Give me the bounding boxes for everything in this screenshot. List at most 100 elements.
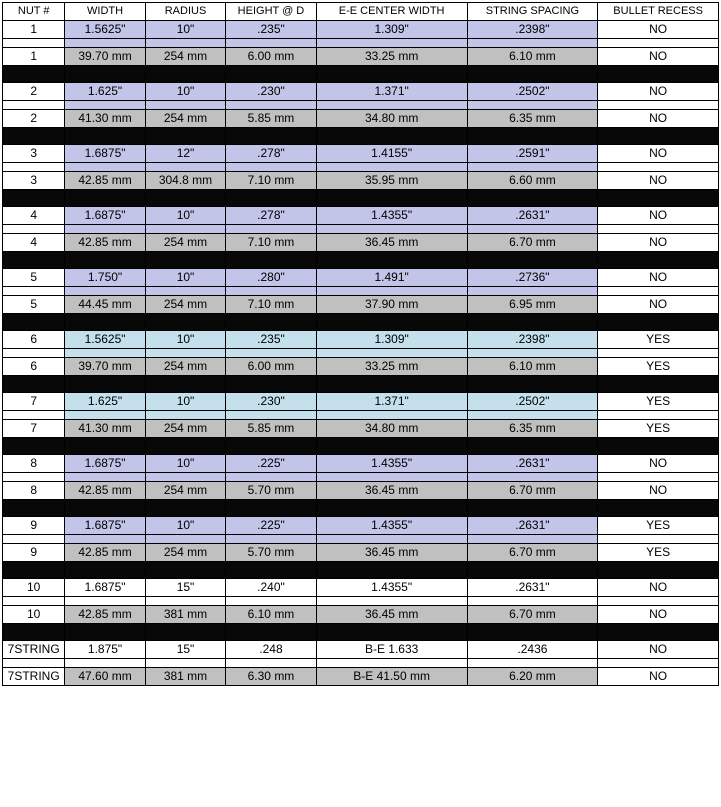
cell-ee: 1.491" [316,269,467,287]
separator-row [3,190,719,207]
cell-nut: 10 [3,579,65,597]
cell-bullet: NO [598,83,719,101]
table-row: 442.85 mm254 mm7.10 mm36.45 mm6.70 mmNO [3,234,719,252]
table-row: 11.5625"10".235"1.309".2398"NO [3,21,719,39]
cell-width: 44.45 mm [65,296,145,314]
cell-nut: 9 [3,544,65,562]
cell-radius: 12" [145,145,225,163]
nut-spec-table: NUT #WIDTHRADIUSHEIGHT @ DE-E CENTER WID… [2,2,719,686]
separator-row [3,314,719,331]
table-row: 31.6875"12".278"1.4155".2591"NO [3,145,719,163]
cell-width: 41.30 mm [65,110,145,128]
cell-bullet: NO [598,579,719,597]
spacer-row [3,597,719,606]
cell-radius: 254 mm [145,482,225,500]
table-row: 942.85 mm254 mm5.70 mm36.45 mm6.70 mmYES [3,544,719,562]
table-row: 21.625"10".230"1.371".2502"NO [3,83,719,101]
cell-string: 6.70 mm [467,544,598,562]
cell-string: 6.10 mm [467,358,598,376]
cell-ee: 37.90 mm [316,296,467,314]
cell-radius: 10" [145,331,225,349]
cell-nut: 7STRING [3,668,65,686]
cell-radius: 254 mm [145,544,225,562]
cell-nut: 1 [3,21,65,39]
cell-ee: 1.4355" [316,207,467,225]
table-row: 41.6875"10".278"1.4355".2631"NO [3,207,719,225]
cell-string: .2502" [467,393,598,411]
cell-nut: 5 [3,296,65,314]
cell-nut: 7 [3,420,65,438]
separator-row [3,376,719,393]
spacer-row [3,411,719,420]
col-header-string: STRING SPACING [467,3,598,21]
cell-width: 1.6875" [65,579,145,597]
cell-nut: 7 [3,393,65,411]
cell-radius: 381 mm [145,606,225,624]
separator-row [3,66,719,83]
cell-width: 1.6875" [65,455,145,473]
cell-width: 1.625" [65,393,145,411]
cell-string: .2502" [467,83,598,101]
cell-height: 5.70 mm [226,544,317,562]
cell-height: .235" [226,21,317,39]
cell-radius: 254 mm [145,48,225,66]
cell-nut: 1 [3,48,65,66]
cell-ee: 1.309" [316,21,467,39]
cell-height: 6.00 mm [226,48,317,66]
cell-height: .230" [226,393,317,411]
table-row: 81.6875"10".225"1.4355".2631"NO [3,455,719,473]
cell-radius: 15" [145,579,225,597]
spacer-row [3,101,719,110]
cell-ee: 35.95 mm [316,172,467,190]
cell-width: 42.85 mm [65,606,145,624]
cell-ee: 1.4155" [316,145,467,163]
cell-string: .2398" [467,21,598,39]
cell-string: 6.60 mm [467,172,598,190]
spacer-row [3,287,719,296]
cell-nut: 3 [3,145,65,163]
table-row: 7STRING1.875"15".248B-E 1.633.2436NO [3,641,719,659]
cell-radius: 10" [145,269,225,287]
spacer-row [3,659,719,668]
cell-width: 1.5625" [65,331,145,349]
cell-ee: 34.80 mm [316,110,467,128]
cell-nut: 9 [3,517,65,535]
cell-string: 6.35 mm [467,420,598,438]
cell-bullet: YES [598,517,719,535]
spacer-row [3,163,719,172]
cell-nut: 8 [3,455,65,473]
cell-height: 6.00 mm [226,358,317,376]
cell-ee: 1.371" [316,393,467,411]
cell-bullet: YES [598,544,719,562]
cell-height: .225" [226,455,317,473]
table-row: 342.85 mm304.8 mm7.10 mm35.95 mm6.60 mmN… [3,172,719,190]
cell-height: .248 [226,641,317,659]
cell-bullet: NO [598,207,719,225]
cell-height: .235" [226,331,317,349]
separator-row [3,252,719,269]
cell-string: .2631" [467,517,598,535]
spacer-row [3,535,719,544]
cell-nut: 4 [3,207,65,225]
table-row: 139.70 mm254 mm6.00 mm33.25 mm6.10 mmNO [3,48,719,66]
cell-string: .2631" [467,455,598,473]
cell-ee: B-E 1.633 [316,641,467,659]
cell-height: 5.85 mm [226,110,317,128]
spacer-row [3,473,719,482]
cell-width: 1.5625" [65,21,145,39]
cell-string: .2591" [467,145,598,163]
cell-width: 41.30 mm [65,420,145,438]
cell-width: 47.60 mm [65,668,145,686]
spacer-row [3,225,719,234]
col-header-radius: RADIUS [145,3,225,21]
table-row: 61.5625"10".235"1.309".2398"YES [3,331,719,349]
separator-row [3,562,719,579]
col-header-height: HEIGHT @ D [226,3,317,21]
cell-bullet: NO [598,269,719,287]
cell-bullet: YES [598,420,719,438]
cell-height: 7.10 mm [226,172,317,190]
cell-radius: 10" [145,207,225,225]
spacer-row [3,39,719,48]
cell-ee: 33.25 mm [316,358,467,376]
cell-bullet: YES [598,331,719,349]
